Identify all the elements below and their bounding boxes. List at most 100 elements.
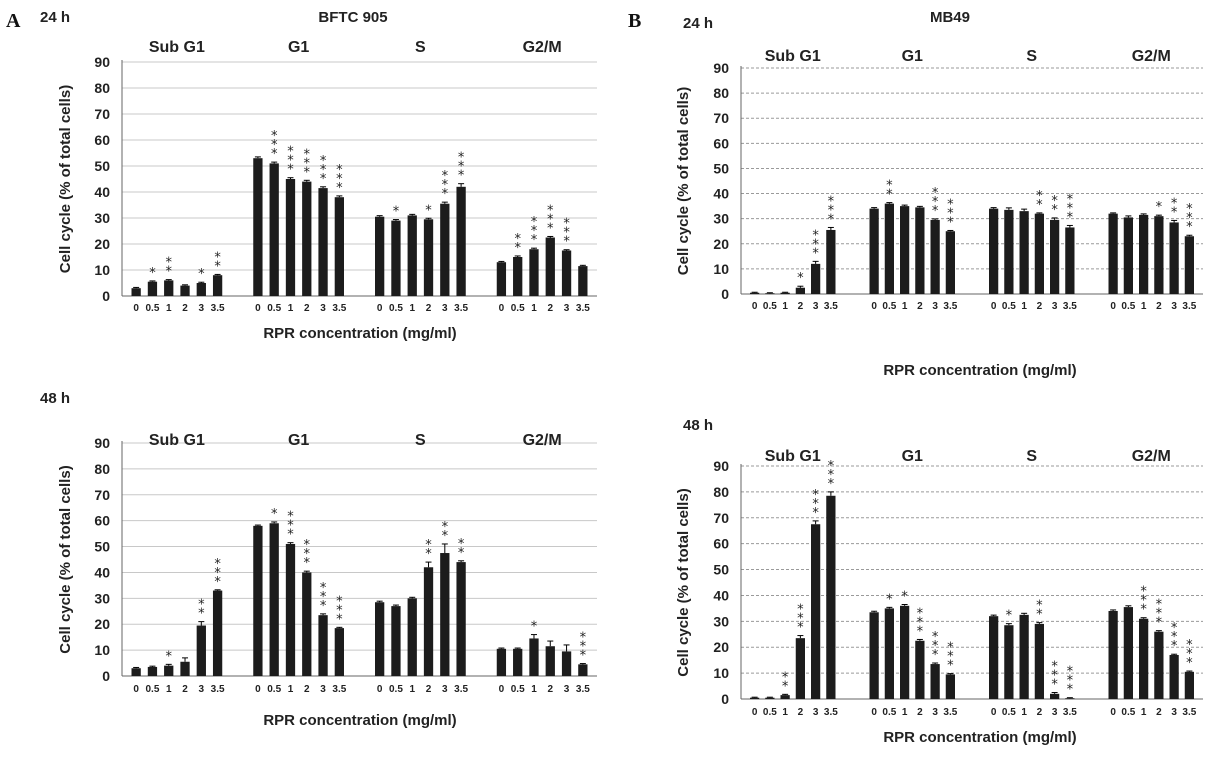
time-label: 48 h — [40, 390, 70, 407]
bar — [811, 263, 821, 294]
x-tick-label: 2 — [798, 707, 804, 718]
bar — [1123, 607, 1133, 699]
bar — [826, 495, 836, 699]
x-tick-label: 0 — [991, 707, 997, 718]
significance-star: * — [1156, 598, 1163, 613]
x-tick-label: 0.5 — [511, 684, 525, 695]
bar — [147, 666, 158, 676]
significance-star: * — [1186, 202, 1193, 217]
phase-label: Sub G1 — [765, 448, 821, 465]
significance-star: * — [149, 266, 156, 281]
bar — [989, 616, 999, 699]
x-tick-label: 1 — [1141, 707, 1147, 718]
time-label: 24 h — [683, 15, 713, 32]
y-tick-label: 60 — [94, 132, 110, 148]
bar — [407, 598, 417, 676]
x-tick-label: 0.5 — [1002, 301, 1016, 312]
bar — [334, 628, 344, 676]
bar — [765, 293, 775, 295]
x-axis-title: RPR concentration (mg/ml) — [883, 729, 1076, 746]
x-tick-label: 0 — [1110, 301, 1116, 312]
x-tick-label: 2 — [1037, 301, 1043, 312]
x-tick-label: 0 — [871, 707, 877, 718]
significance-star: * — [932, 204, 939, 219]
significance-star: * — [1171, 205, 1178, 220]
time-label: 48 h — [683, 417, 713, 434]
y-tick-label: 80 — [713, 85, 729, 101]
y-axis-title: Cell cycle (% of total cells) — [675, 488, 692, 676]
significance-marker: * * * — [1051, 660, 1058, 693]
y-tick-label: 0 — [721, 286, 729, 302]
significance-star: * — [271, 507, 278, 522]
x-tick-label: 1 — [531, 303, 537, 314]
y-axis-title: Cell cycle (% of total cells) — [57, 85, 74, 273]
significance-star: * — [1051, 669, 1058, 684]
x-tick-label: 0.5 — [267, 303, 281, 314]
x-tick-label: 0 — [377, 684, 383, 695]
significance-star: * — [932, 195, 939, 210]
x-tick-label: 1 — [782, 707, 788, 718]
x-tick-label: 1 — [902, 707, 908, 718]
bar — [147, 281, 158, 296]
significance-marker: * * * — [947, 641, 954, 674]
x-tick-label: 1 — [288, 303, 294, 314]
bar — [561, 651, 572, 676]
x-tick-label: 1 — [1141, 301, 1147, 312]
x-tick-label: 3.5 — [943, 707, 957, 718]
significance-marker: * * * — [304, 538, 311, 571]
x-tick-label: 3 — [932, 707, 938, 718]
significance-marker: * * * — [1067, 192, 1074, 225]
bar — [1108, 610, 1118, 699]
significance-marker: * * * — [812, 228, 819, 261]
x-tick-label: 3.5 — [824, 707, 838, 718]
significance-marker: * — [1156, 200, 1163, 215]
bar — [423, 219, 434, 296]
significance-star: * — [320, 599, 327, 614]
y-tick-label: 40 — [713, 186, 729, 202]
bar — [253, 525, 263, 676]
x-tick-label: 1 — [166, 303, 172, 314]
significance-star: * — [320, 590, 327, 605]
significance-star: * — [797, 621, 804, 636]
bar — [196, 283, 206, 296]
significance-marker: * * * — [797, 603, 804, 636]
bar — [496, 262, 507, 296]
bar — [269, 163, 279, 296]
significance-star: * — [320, 163, 327, 178]
significance-star: * — [442, 187, 449, 202]
significance-marker: * * * — [828, 459, 835, 492]
bar — [285, 543, 296, 676]
significance-star: * — [531, 620, 538, 635]
significance-star: * — [886, 592, 893, 607]
bar — [391, 220, 401, 296]
x-tick-label: 3.5 — [454, 684, 468, 695]
bar — [334, 197, 344, 296]
significance-marker: * * * — [547, 203, 554, 236]
x-tick-label: 0.5 — [1121, 707, 1135, 718]
significance-star: * — [1156, 607, 1163, 622]
x-tick-label: 2 — [547, 303, 553, 314]
significance-star: * — [336, 612, 343, 627]
bar — [900, 206, 910, 294]
x-tick-label: 0.5 — [1002, 707, 1016, 718]
significance-star: * — [214, 250, 221, 265]
bar — [1065, 698, 1075, 700]
significance-star: * — [828, 203, 835, 218]
significance-marker: * — [1006, 609, 1013, 624]
y-tick-label: 40 — [94, 184, 110, 200]
significance-star: * — [336, 603, 343, 618]
bar — [1184, 671, 1194, 699]
bar — [561, 250, 572, 296]
bar — [795, 638, 805, 699]
significance-marker: * — [797, 271, 804, 286]
significance-star: * — [563, 217, 570, 232]
x-tick-label: 3 — [320, 684, 326, 695]
significance-marker: * * — [1036, 599, 1043, 623]
significance-star: * — [287, 145, 294, 160]
significance-star: * — [214, 557, 221, 572]
x-tick-label: 1 — [531, 684, 537, 695]
x-tick-label: 3.5 — [1063, 707, 1077, 718]
bar — [1065, 227, 1075, 294]
